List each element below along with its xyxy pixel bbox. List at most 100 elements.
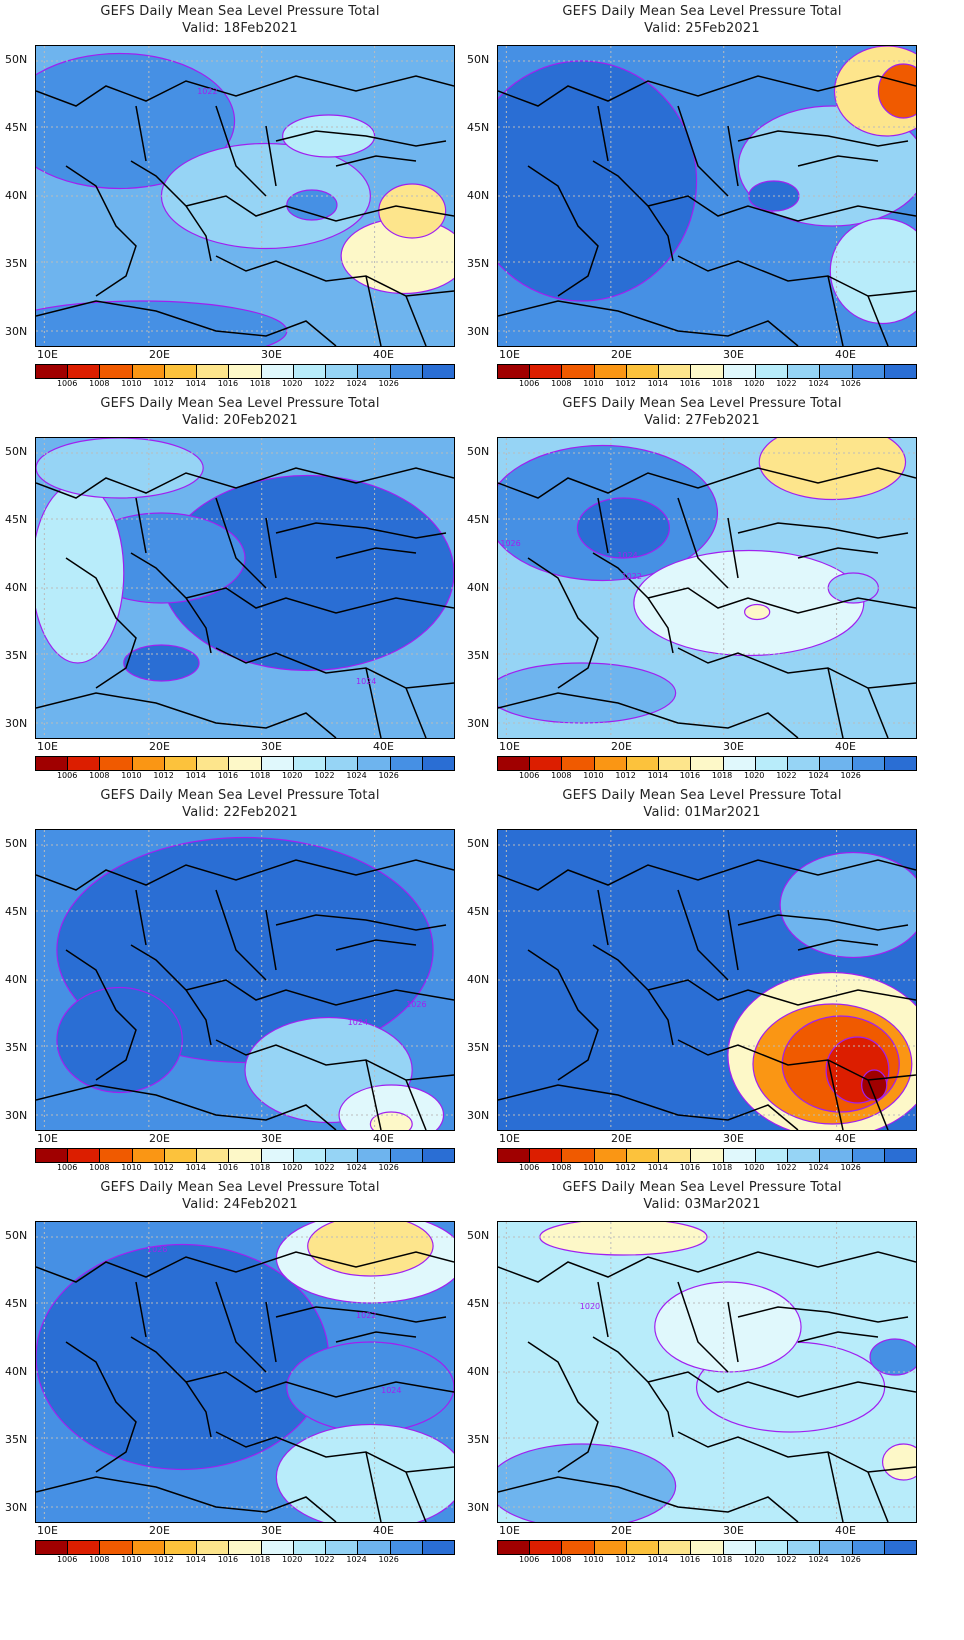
colorbar-label: 1006 xyxy=(56,771,78,780)
coastline-border xyxy=(215,105,267,197)
colorbar-label: 1018 xyxy=(249,771,271,780)
coastline-border xyxy=(335,1331,417,1343)
colorbar-swatch xyxy=(659,365,692,378)
colorbar-swatch xyxy=(884,365,917,378)
latitude-label: 35N xyxy=(467,257,490,270)
colorbar-swatch xyxy=(594,1541,627,1554)
pressure-field xyxy=(498,830,916,1130)
colorbar-swatch xyxy=(326,365,359,378)
coastline-border xyxy=(498,467,916,499)
colorbar-label: 1026 xyxy=(378,1163,399,1172)
colorbar-swatch xyxy=(788,1541,821,1554)
coastline-border xyxy=(215,497,267,589)
colorbar-label: 1018 xyxy=(711,1555,733,1564)
colorbar-label: 1026 xyxy=(840,379,861,388)
contour-label: 1022 xyxy=(356,1311,376,1320)
longitude-label: 30E xyxy=(723,740,744,753)
colorbar-swatch xyxy=(261,757,294,770)
colorbar-swatch xyxy=(197,757,230,770)
colorbar-swatch xyxy=(530,1541,563,1554)
colorbar-swatch xyxy=(498,365,531,378)
colorbar-label: 1020 xyxy=(282,771,303,780)
colorbar-label: 1020 xyxy=(744,771,765,780)
colorbar-swatch xyxy=(723,757,756,770)
pressure-colorbar xyxy=(497,364,917,379)
panel-valid-date: Valid: 22Feb2021 xyxy=(182,805,298,820)
coastline-border xyxy=(727,125,739,187)
colorbar-swatch xyxy=(293,1541,327,1554)
colorbar-label: 1026 xyxy=(840,771,861,780)
coastline-border xyxy=(405,295,427,346)
colorbar-swatch xyxy=(755,757,789,770)
colorbar-swatch xyxy=(626,1541,660,1554)
colorbar-label: 1006 xyxy=(518,1163,540,1172)
colorbar-label: 1026 xyxy=(840,1555,861,1564)
colorbar-swatch xyxy=(390,1541,423,1554)
colorbar-swatch xyxy=(390,365,423,378)
longitude-label: 10E xyxy=(37,1524,58,1537)
pressure-region xyxy=(56,986,183,1094)
colorbar-label: 1018 xyxy=(249,1163,271,1172)
pressure-region xyxy=(576,497,670,559)
latitude-label: 45N xyxy=(5,121,28,134)
colorbar-label: 1016 xyxy=(217,1555,239,1564)
colorbar-swatch xyxy=(358,757,391,770)
colorbar-swatch xyxy=(691,365,724,378)
coastline-border xyxy=(597,889,609,946)
coastline-border xyxy=(727,1301,739,1363)
colorbar-labels: 1006 1008 1010 1012 1014 1016 1018 1020 1022 1024… xyxy=(497,379,915,389)
pressure-region xyxy=(369,1111,413,1130)
panel-title-line: GEFS Daily Mean Sea Level Pressure Total xyxy=(100,788,380,803)
colorbar-swatch xyxy=(422,1149,455,1162)
pressure-field: 1024 1026 xyxy=(36,830,454,1130)
longitude-label: 10E xyxy=(37,1132,58,1145)
coastline-border xyxy=(677,889,729,981)
colorbar-label: 1024 xyxy=(808,1555,829,1564)
colorbar-label: 1020 xyxy=(282,1163,303,1172)
colorbar-label: 1008 xyxy=(551,379,572,388)
pressure-map: 1022 xyxy=(35,45,455,347)
coastline-border xyxy=(335,547,417,559)
longitude-label: 10E xyxy=(499,348,520,361)
colorbar-swatch xyxy=(36,1149,69,1162)
longitude-label: 40E xyxy=(835,1132,856,1145)
colorbar-swatch xyxy=(884,1149,917,1162)
colorbar-labels: 1006 1008 1010 1012 1014 1016 1018 1020 1022 1024… xyxy=(35,771,453,781)
colorbar-label: 1020 xyxy=(744,379,765,388)
latitude-label: 50N xyxy=(5,1229,28,1242)
coastline-border xyxy=(265,125,277,187)
colorbar-swatch xyxy=(36,365,69,378)
colorbar-label: 1024 xyxy=(808,771,829,780)
longitude-label: 40E xyxy=(835,348,856,361)
coastline-border xyxy=(365,667,382,738)
coastline-border xyxy=(185,587,454,614)
pressure-map xyxy=(497,829,917,1131)
colorbar-label: 1010 xyxy=(583,771,604,780)
latitude-label: 45N xyxy=(467,905,490,918)
longitude-label: 20E xyxy=(611,1524,632,1537)
pressure-region xyxy=(829,217,916,325)
colorbar-label: 1014 xyxy=(185,379,206,388)
coastline-border xyxy=(797,939,879,951)
colorbar-swatch xyxy=(164,365,198,378)
coastline-border xyxy=(265,909,277,971)
colorbar-label: 1018 xyxy=(711,1163,733,1172)
coastline-border xyxy=(365,1059,382,1130)
coastline-border xyxy=(797,155,879,167)
coastline-border xyxy=(135,105,147,162)
colorbar-swatch xyxy=(358,1149,391,1162)
colorbar-swatch xyxy=(691,1541,724,1554)
colorbar-swatch xyxy=(164,1541,198,1554)
longitude-label: 40E xyxy=(373,1524,394,1537)
coastline-border xyxy=(135,889,147,946)
colorbar-label: 1024 xyxy=(808,1163,829,1172)
colorbar-label: 1012 xyxy=(153,379,174,388)
coastline-border xyxy=(36,300,337,346)
coastline-border xyxy=(335,155,417,167)
colorbar-label: 1022 xyxy=(776,1555,797,1564)
colorbar-labels: 1006 1008 1010 1012 1014 1016 1018 1020 1022 1024… xyxy=(497,1555,915,1565)
colorbar-swatch xyxy=(293,757,327,770)
colorbar-swatch xyxy=(755,1541,789,1554)
colorbar-label: 1014 xyxy=(647,771,668,780)
colorbar-label: 1006 xyxy=(518,379,540,388)
